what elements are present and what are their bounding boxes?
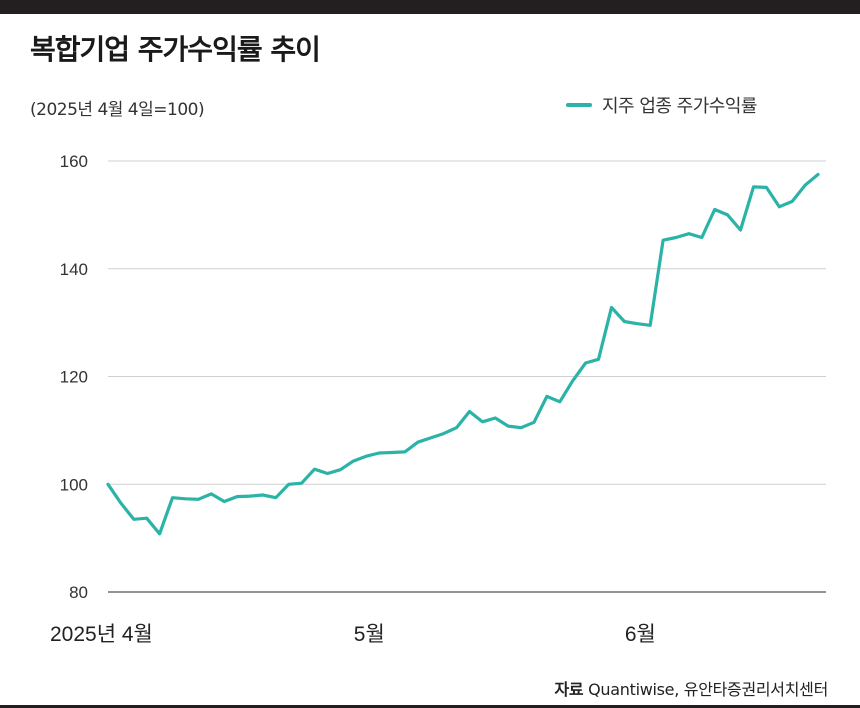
bottom-bar [0, 705, 860, 708]
source-label: 자료 [554, 680, 584, 699]
series-line [106, 172, 820, 536]
x-tick-label: 5월 [354, 623, 385, 646]
y-tick-label: 120 [60, 368, 88, 387]
y-tick-label: 100 [60, 475, 88, 494]
legend-swatch [566, 103, 592, 107]
x-tick-label: 2025년 4월 [50, 623, 153, 646]
legend-label: 지주 업종 주가수익률 [602, 96, 757, 117]
x-tick-label: 6월 [625, 623, 656, 646]
source-note: 자료 Quantiwise, 유안타증권리서치센터 [554, 676, 828, 700]
y-tick-label: 160 [60, 152, 88, 171]
y-tick-label: 140 [60, 260, 88, 279]
source-text: Quantiwise, 유안타증권리서치센터 [588, 680, 828, 699]
legend: 지주 업종 주가수익률 [566, 93, 757, 117]
chart-title: 복합기업 주가수익률 추이 [30, 33, 321, 66]
chart-subtitle: (2025년 4월 4일=100) [30, 100, 205, 120]
y-tick-label: 80 [69, 583, 88, 602]
top-bar [0, 0, 860, 14]
